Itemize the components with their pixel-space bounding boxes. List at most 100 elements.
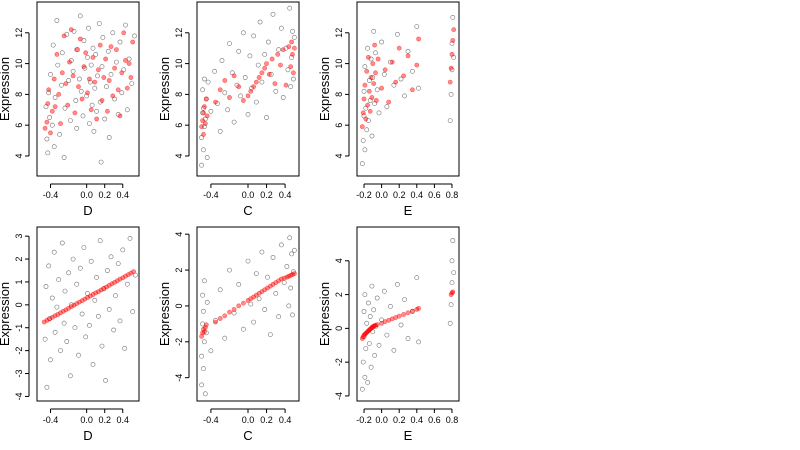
observed-point	[64, 339, 70, 344]
observed-point	[391, 347, 397, 353]
fitted-point	[105, 108, 110, 114]
y-tick-label: 12	[334, 28, 344, 38]
observed-point	[88, 258, 94, 264]
panel-top-middle: -0.4 0.0 0.2 0.4 C 4 6 8 10 12 Expression	[157, 1, 300, 218]
fitted-point	[58, 310, 63, 316]
observed-point	[92, 297, 98, 303]
x-tick-label: 0.2	[98, 190, 111, 200]
observed-point	[105, 48, 111, 54]
fitted-point	[114, 278, 120, 284]
observed-point	[381, 72, 387, 77]
observed-point	[58, 348, 63, 353]
fitted-point	[367, 108, 373, 114]
observed-point	[449, 280, 455, 286]
fitted-point	[109, 281, 115, 287]
observed-point	[222, 90, 228, 96]
fitted-point	[49, 108, 55, 114]
series-observed	[359, 14, 457, 167]
observed-point	[48, 72, 53, 77]
y-tick-label: 8	[14, 92, 24, 97]
fitted-point	[371, 81, 377, 86]
fitted-point	[83, 50, 89, 56]
observed-point	[93, 52, 99, 57]
observed-point	[120, 247, 126, 253]
fitted-point	[112, 65, 117, 71]
observed-point	[62, 288, 68, 294]
fitted-point	[278, 276, 284, 282]
observed-point	[369, 283, 375, 289]
observed-point	[287, 5, 293, 11]
fitted-point	[386, 99, 392, 105]
fitted-point	[108, 44, 114, 50]
observed-point	[227, 267, 232, 273]
observed-point	[286, 303, 292, 309]
observed-point	[96, 21, 102, 26]
observed-point	[90, 361, 96, 367]
fitted-point	[362, 82, 368, 88]
x-tick-label: 0.2	[260, 415, 273, 425]
observed-point	[257, 19, 263, 25]
fitted-point	[87, 76, 92, 82]
fitted-point	[405, 310, 411, 316]
fitted-point	[67, 59, 72, 65]
observed-point	[104, 84, 109, 90]
fitted-point	[251, 84, 256, 90]
fitted-point	[124, 85, 130, 91]
observed-point	[111, 327, 117, 333]
observed-point	[72, 325, 78, 331]
observed-point	[273, 290, 279, 296]
observed-point	[402, 93, 407, 99]
observed-point	[102, 116, 108, 122]
observed-point	[281, 280, 287, 285]
series-fitted	[199, 271, 297, 339]
observed-point	[414, 275, 420, 281]
observed-point	[56, 277, 62, 283]
fitted-point	[389, 59, 395, 65]
fitted-point	[202, 325, 208, 330]
observed-point	[288, 285, 294, 291]
y-tick-label: 2	[174, 268, 184, 273]
observed-point	[245, 258, 251, 264]
fitted-point	[217, 316, 223, 321]
observed-point	[416, 85, 421, 91]
x-tick-label: 0.4	[411, 415, 424, 425]
fitted-point	[286, 44, 292, 50]
fitted-point	[46, 87, 52, 93]
fitted-point	[240, 98, 246, 103]
observed-point	[362, 374, 368, 380]
observed-point	[366, 341, 372, 346]
observed-point	[68, 118, 73, 123]
fitted-point	[288, 64, 294, 70]
observed-point	[90, 45, 96, 51]
fitted-point	[201, 104, 207, 110]
observed-point	[87, 322, 92, 328]
observed-point	[253, 271, 259, 276]
fitted-point	[373, 70, 378, 76]
observed-point	[289, 55, 294, 60]
observed-point	[402, 297, 407, 302]
fitted-point	[56, 92, 62, 97]
x-tick-label: 0.4	[279, 190, 292, 200]
series-observed	[199, 5, 297, 168]
fitted-point	[393, 79, 399, 85]
fitted-point	[52, 104, 58, 110]
x-tick-label: 0.4	[116, 190, 129, 200]
fitted-point	[253, 79, 259, 85]
observed-point	[251, 319, 256, 325]
fitted-point	[227, 309, 232, 315]
observed-point	[368, 56, 374, 62]
x-tick-label: -0.4	[203, 190, 219, 200]
fitted-point	[451, 27, 457, 33]
observed-point	[236, 281, 242, 287]
observed-point	[52, 329, 58, 335]
observed-point	[373, 50, 378, 56]
fitted-point	[77, 299, 82, 305]
y-tick-label: 0	[174, 303, 184, 308]
observed-point	[66, 270, 71, 276]
fitted-point	[48, 130, 53, 136]
observed-point	[97, 238, 103, 244]
observed-point	[222, 335, 228, 341]
observed-point	[74, 281, 80, 287]
fitted-point	[44, 119, 50, 125]
